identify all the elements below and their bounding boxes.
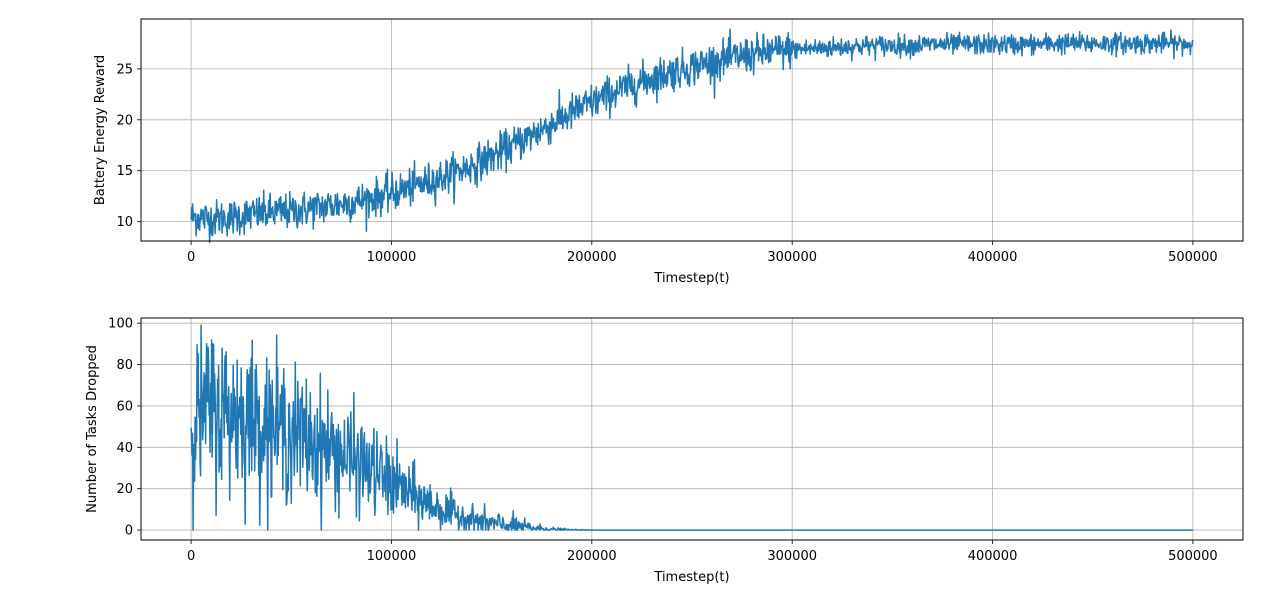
tasks-dropped-series-line (190, 324, 1194, 531)
tasks-dropped-x-tick-label: 500000 (1168, 549, 1218, 564)
battery-reward-grid (141, 19, 1243, 241)
battery-reward-x-tick-label: 200000 (567, 250, 617, 265)
battery-reward-y-tick-label: 25 (116, 62, 133, 77)
tasks-dropped-ticks: 0 100000 200000 300000 400000 500000 0 20 40 60 80… (108, 317, 1218, 564)
tasks-dropped-y-axis-label: Number of Tasks Dropped (85, 345, 100, 513)
tasks-dropped-x-tick-label: 200000 (567, 549, 617, 564)
battery-reward-y-axis-label: Battery Energy Reward (93, 55, 108, 205)
tasks-dropped-y-tick-label: 100 (108, 317, 133, 332)
battery-reward-ticks: 0 100000 200000 300000 400000 500000 10 15 20 25 (116, 62, 1217, 265)
battery-reward-frame (140, 18, 1244, 242)
tasks-dropped-x-axis-label: Timestep(t) (653, 570, 729, 585)
tasks-dropped-line-layer (190, 324, 1194, 531)
tasks-dropped-y-tick-label: 60 (116, 399, 133, 414)
battery-reward-y-tick-label: 20 (116, 113, 133, 128)
battery-reward-x-tick-label: 100000 (367, 250, 417, 265)
battery-reward-series-line (190, 28, 1194, 244)
tasks-dropped-x-tick-label: 300000 (767, 549, 817, 564)
battery-reward-plot: 0 100000 200000 300000 400000 50000010152025 … (93, 18, 1244, 286)
battery-reward-x-tick-label: 500000 (1168, 250, 1218, 265)
battery-reward-y-tick-label: 10 (116, 215, 133, 230)
battery-reward-x-axis-label: Timestep(t) (653, 271, 729, 286)
tasks-dropped-y-tick-label: 40 (116, 441, 133, 456)
battery-reward-y-tick-label: 15 (116, 164, 133, 179)
battery-reward-x-tick-label: 0 (187, 250, 195, 265)
battery-reward-line-layer (190, 28, 1194, 244)
battery-reward-x-tick-label: 400000 (968, 250, 1018, 265)
tasks-dropped-y-tick-label: 80 (116, 358, 133, 373)
tasks-dropped-x-tick-label: 400000 (968, 549, 1018, 564)
tasks-dropped-plot: 0 100000 200000 300000 400000 500000 0 20 40 60 80… (85, 317, 1244, 585)
battery-reward-x-tick-label: 300000 (767, 250, 817, 265)
tasks-dropped-x-tick-label: 100000 (367, 549, 417, 564)
tasks-dropped-y-tick-label: 20 (116, 482, 133, 497)
tasks-dropped-frame (140, 317, 1244, 541)
tasks-dropped-x-tick-label: 0 (187, 549, 195, 564)
tasks-dropped-y-tick-label: 0 (125, 524, 133, 539)
